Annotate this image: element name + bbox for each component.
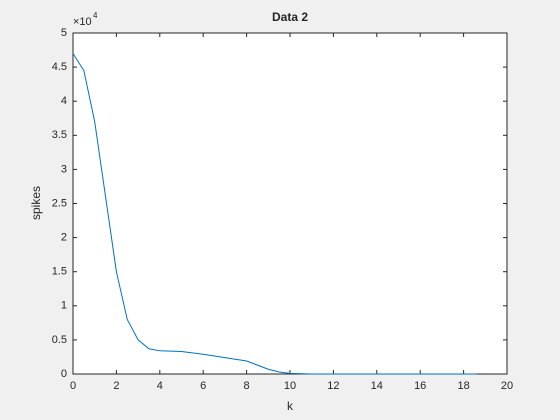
x-tick-label: 6: [200, 380, 206, 392]
x-tick-label: 4: [157, 380, 163, 392]
x-tick-label: 12: [327, 380, 339, 392]
y-tick-label: 4: [61, 95, 67, 107]
data-line: [72, 53, 477, 375]
y-tick-label: 5: [61, 27, 67, 39]
x-tick-label: 16: [414, 380, 426, 392]
x-tick-label: 0: [70, 380, 76, 392]
y-tick-label: 1: [61, 300, 67, 312]
y-tick-label: 2.5: [52, 197, 67, 209]
y-tick-label: 0.5: [52, 334, 67, 346]
y-exponent-base: ×10: [73, 16, 92, 28]
y-tick-label: 2: [61, 232, 67, 244]
x-tick-label: 10: [284, 380, 296, 392]
y-tick-label: 0: [61, 368, 67, 380]
x-tick-label: 14: [371, 380, 383, 392]
y-tick-label: 1.5: [52, 266, 67, 278]
plot-area: [72, 32, 508, 375]
y-exponent-power: 4: [93, 11, 98, 20]
x-tick-label: 18: [457, 380, 469, 392]
chart-title: Data 2: [272, 10, 308, 24]
y-tick-label: 4.5: [52, 61, 67, 73]
y-axis-label: spikes: [29, 186, 43, 220]
x-axis-label: k: [287, 399, 294, 413]
x-tick-label: 2: [113, 380, 119, 392]
y-tick-label: 3: [61, 163, 67, 175]
x-tick-label: 8: [244, 380, 250, 392]
x-tick-label: 20: [501, 380, 513, 392]
y-tick-label: 3.5: [52, 129, 67, 141]
